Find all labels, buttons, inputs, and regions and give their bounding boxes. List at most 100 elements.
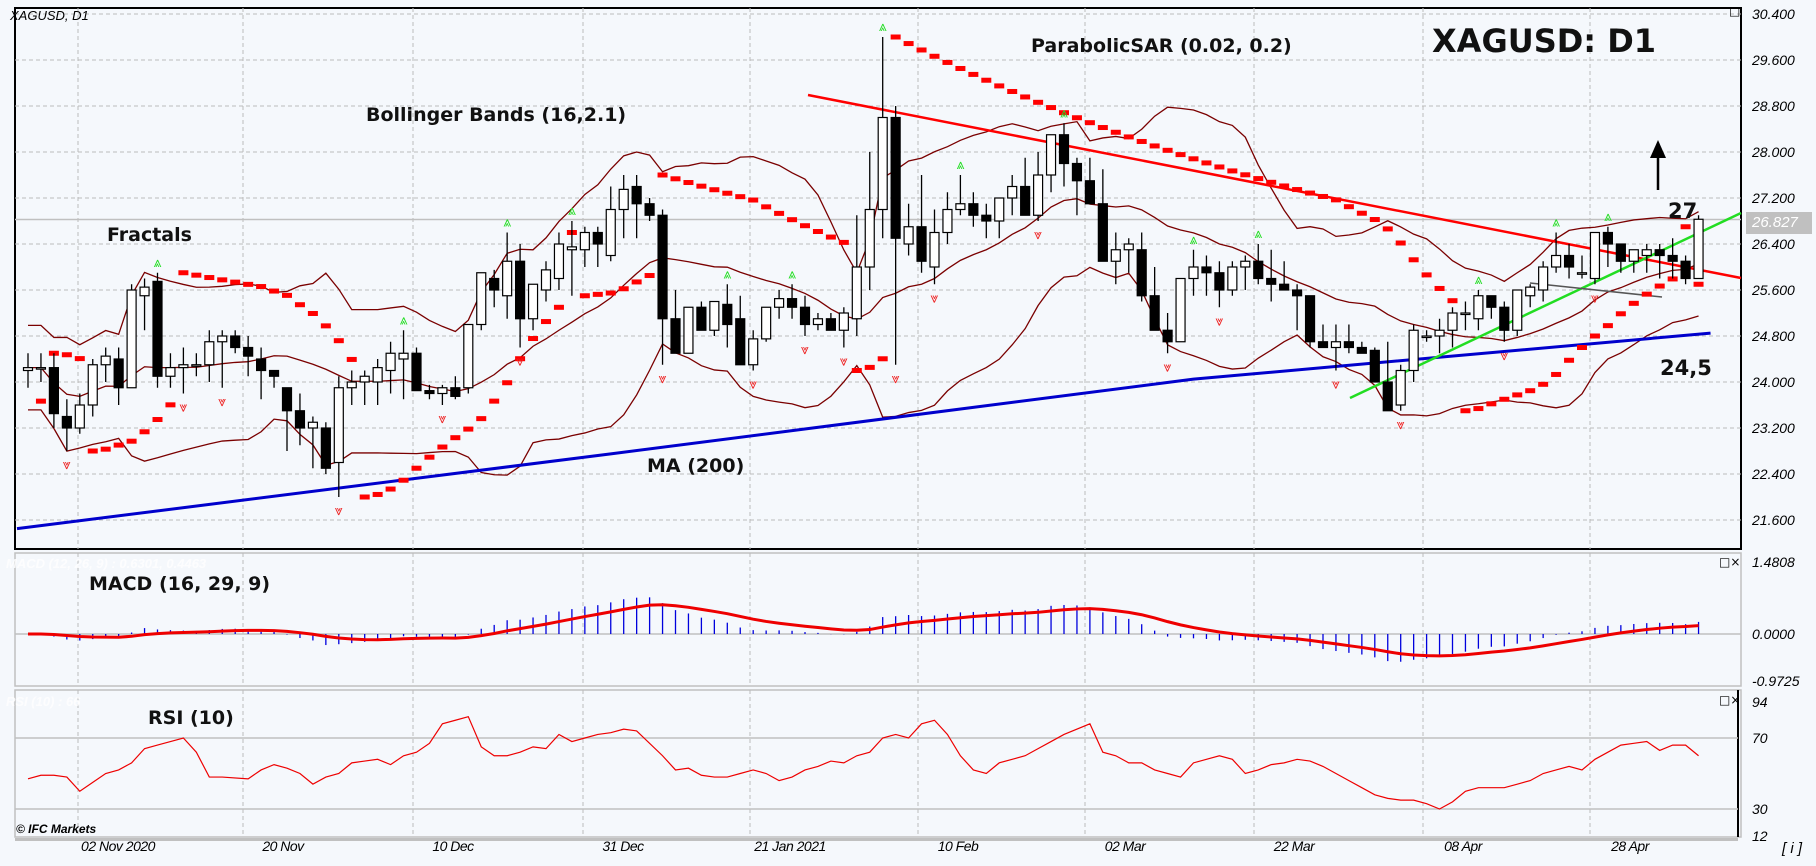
sar-dot xyxy=(631,279,642,285)
bull-candle xyxy=(553,243,565,280)
bull-candle xyxy=(398,352,409,360)
fractal-down-icon: ⩔ xyxy=(892,371,900,387)
bull-candle xyxy=(74,404,85,429)
sar-dot xyxy=(1201,160,1212,166)
bear-candle xyxy=(424,390,435,395)
info-button[interactable]: [ i ] xyxy=(1782,840,1803,857)
bear-candle xyxy=(243,346,254,357)
bull-candle xyxy=(618,188,629,211)
bear-candle xyxy=(696,306,707,331)
sar-dot xyxy=(450,435,461,441)
rsi-panel-frame xyxy=(14,689,1742,838)
bear-candle xyxy=(1214,272,1225,291)
bull-candle xyxy=(1589,231,1601,280)
bull-candle xyxy=(994,197,1005,222)
bull-candle xyxy=(1512,289,1523,331)
sar-dot xyxy=(346,356,357,362)
bear-candle xyxy=(281,387,293,412)
sar-dot xyxy=(1654,283,1665,289)
sar-dot xyxy=(1188,156,1199,162)
bull-candle xyxy=(476,272,487,326)
sar-dot xyxy=(294,302,305,308)
price-tick-label: 29.600 xyxy=(1752,52,1795,68)
bear-candle xyxy=(735,318,746,366)
fractal-down-icon: ⩔ xyxy=(801,342,809,358)
price-tick-label: 27.200 xyxy=(1752,190,1795,206)
bear-candle xyxy=(1071,162,1083,182)
sar-dot xyxy=(1564,357,1575,363)
sar-dot xyxy=(87,448,98,454)
up-arrow-head-icon xyxy=(1650,140,1666,158)
bull-candle xyxy=(1576,272,1588,275)
sar-dot xyxy=(1408,257,1419,263)
sar-dot xyxy=(1227,168,1238,174)
fractal-up-icon: ⩓ xyxy=(400,312,408,328)
sar-dot xyxy=(1525,388,1536,394)
bear-candle xyxy=(1253,260,1264,280)
date-tick-label: 08 Apr xyxy=(1444,838,1482,854)
fractal-down-icon: ⩔ xyxy=(516,354,524,370)
sar-dot xyxy=(385,486,396,492)
bear-candle xyxy=(1654,249,1665,257)
bull-candle xyxy=(527,283,539,320)
sar-dot xyxy=(1033,99,1044,105)
sar-dot xyxy=(838,239,849,245)
bear-candle xyxy=(256,358,267,372)
bull-candle xyxy=(540,269,552,291)
sar-dot xyxy=(1369,217,1380,223)
sar-dot xyxy=(230,279,241,285)
bull-candle xyxy=(838,312,849,331)
sar-dot xyxy=(955,65,966,71)
bear-candle xyxy=(1201,266,1212,274)
fractal-down-icon: ⩔ xyxy=(438,411,446,427)
fractal-up-icon: ⩓ xyxy=(879,19,887,35)
bull-candle xyxy=(1227,266,1238,291)
bull-candle xyxy=(1473,295,1484,320)
sar-dot xyxy=(1641,291,1652,297)
bull-candle xyxy=(217,335,228,343)
bull-candle xyxy=(1525,286,1536,297)
sar-dot xyxy=(1305,190,1316,196)
sar-dot xyxy=(942,59,953,65)
macd-tick-label: 0.0000 xyxy=(1752,626,1795,642)
sar-dot xyxy=(100,446,111,452)
macd-panel-controls[interactable]: □× xyxy=(1719,555,1741,569)
bear-candle xyxy=(1291,289,1303,297)
bull-candle xyxy=(87,364,98,406)
sar-dot xyxy=(1447,298,1458,304)
sar-dot xyxy=(463,426,474,432)
main-maximize-icon[interactable]: □ xyxy=(1729,4,1741,18)
bear-candle xyxy=(1162,329,1173,343)
bollinger-middle xyxy=(28,198,1699,398)
bear-candle xyxy=(113,358,124,389)
fractal-up-icon: ⩓ xyxy=(956,157,964,173)
rsi-panel-controls[interactable]: □× xyxy=(1719,693,1741,707)
bull-candle xyxy=(1330,341,1342,349)
date-tick-label: 28 Apr xyxy=(1611,838,1649,854)
bull-candle xyxy=(463,323,474,389)
bear-candle xyxy=(48,367,60,415)
sar-dot xyxy=(1499,396,1510,402)
bull-candle xyxy=(139,286,150,297)
sar-dot xyxy=(1538,381,1549,387)
sar-dot xyxy=(1136,138,1147,144)
sar-dot xyxy=(1615,311,1626,317)
price-tick-label: 23.200 xyxy=(1752,420,1795,436)
sar-dot xyxy=(152,417,163,423)
bull-candle xyxy=(385,352,396,372)
bear-candle xyxy=(1266,277,1277,285)
bear-candle xyxy=(631,185,642,205)
bear-candle xyxy=(1680,260,1691,280)
parabolic-sar-label: ParabolicSAR (0.02, 0.2) xyxy=(1031,35,1292,57)
bull-candle xyxy=(1447,312,1458,331)
sar-dot xyxy=(1512,392,1523,398)
sar-dot xyxy=(204,275,215,281)
sar-dot xyxy=(165,402,176,408)
sar-dot xyxy=(916,47,927,53)
bull-candle xyxy=(22,367,34,372)
chart-title: XAGUSD: D1 xyxy=(1432,22,1657,60)
bull-candle xyxy=(761,306,772,340)
ma200-line xyxy=(16,331,1711,531)
sar-dot xyxy=(825,234,836,240)
fractal-up-icon: ⩓ xyxy=(788,266,796,282)
